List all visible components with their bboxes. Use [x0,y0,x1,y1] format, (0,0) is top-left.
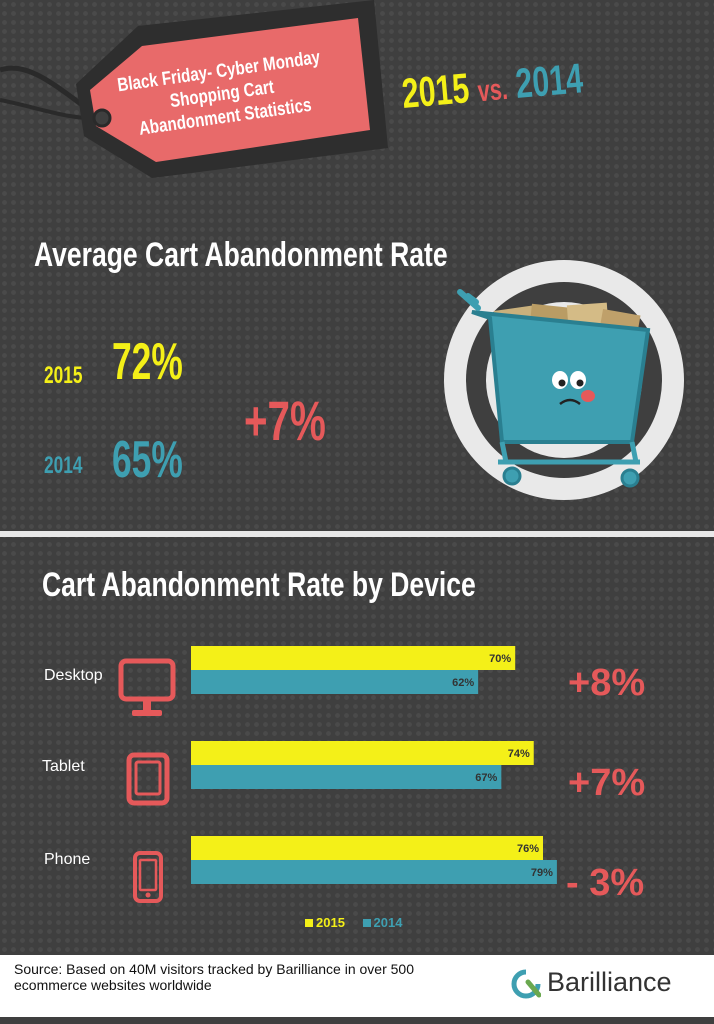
rate-2014-value: 65% [112,431,183,489]
bar-label-tablet-2014: 67% [475,772,497,784]
bar-label-tablet-2015: 74% [508,748,530,760]
bar-phone-2014 [191,860,557,884]
bar-tablet-2015 [191,741,534,765]
chart-legend: 2015 2014 [305,914,402,930]
category-label-tablet: Tablet [42,758,85,775]
change-tablet: +7% [568,762,646,804]
bar-label-desktop-2015: 70% [489,653,511,665]
header-tag-graphic [0,0,388,178]
average-section-title: Average Cart Abandonment Rate [34,236,448,274]
bar-label-phone-2014: 79% [531,867,553,879]
bar-desktop-2014 [191,670,479,694]
bar-label-phone-2015: 76% [517,843,539,855]
bar-desktop-2015 [191,646,516,670]
legend-label-2015: 2015 [316,915,345,931]
tag-hole [92,108,112,128]
change-desktop: +8% [568,662,646,704]
legend-swatch-2014 [362,918,371,927]
rate-2015-value: 72% [112,333,183,391]
category-label-phone: Phone [44,851,91,868]
shopping-cart-icon [444,260,684,500]
phone-icon [133,851,163,903]
year-2015-label: 2015 [44,362,83,389]
change-phone: - 3% [566,862,645,904]
bar-label-desktop-2014: 62% [452,677,474,689]
bar-tablet-2014 [191,765,502,789]
average-change-value: +7% [244,389,326,452]
section-divider [0,531,714,537]
category-label-desktop: Desktop [44,667,103,684]
source-note: Source: Based on 40M visitors tracked by… [14,961,414,993]
legend-swatch-2015 [305,918,313,927]
tablet-icon [126,752,170,806]
year-2014-label: 2014 [44,452,83,479]
footer: Source: Based on 40M visitors tracked by… [0,955,714,1017]
legend-label-2014: 2014 [373,915,403,931]
bottom-border [0,1017,714,1024]
brand-name: Barilliance [547,967,672,997]
barilliance-logo-icon [511,969,541,999]
bar-phone-2015 [191,836,543,860]
desktop-monitor-icon [118,658,176,716]
chart-title: Cart Abandonment Rate by Device [42,566,476,604]
